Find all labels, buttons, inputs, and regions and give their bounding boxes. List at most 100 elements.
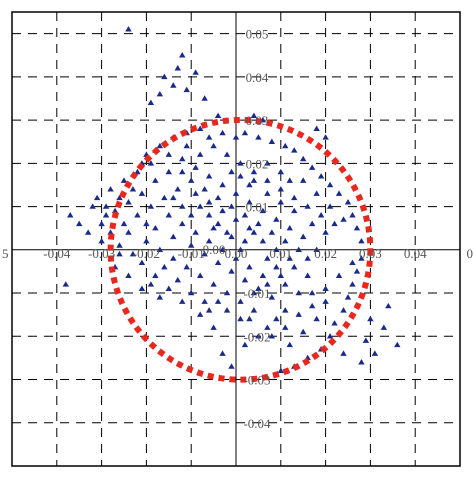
data-point <box>84 229 92 235</box>
data-point <box>120 177 128 183</box>
data-point <box>273 246 280 253</box>
x-tick-label: -0.01 <box>178 246 205 261</box>
data-point <box>255 134 262 140</box>
data-point <box>170 194 177 201</box>
data-point <box>192 190 199 196</box>
data-point <box>264 255 271 261</box>
data-point <box>277 168 284 175</box>
data-point <box>156 246 164 253</box>
data-point <box>134 168 141 175</box>
data-point <box>237 246 244 253</box>
data-point <box>246 224 253 231</box>
data-point <box>349 259 356 266</box>
data-point <box>246 263 253 270</box>
data-point <box>237 298 244 304</box>
data-point <box>255 220 262 227</box>
data-point <box>304 255 311 261</box>
data-point <box>304 203 311 209</box>
data-point <box>286 341 293 348</box>
data-point <box>241 237 249 244</box>
data-point <box>147 203 155 209</box>
data-point <box>179 298 186 304</box>
y-tick-label: 0.02 <box>246 156 269 171</box>
data-point <box>183 263 190 270</box>
y-tick-label: -0.04 <box>243 416 271 431</box>
data-point <box>205 173 213 179</box>
data-point <box>125 229 132 235</box>
data-point <box>228 268 235 274</box>
data-point <box>89 203 96 209</box>
data-point <box>250 307 258 313</box>
data-point <box>228 363 235 369</box>
data-point <box>170 233 177 240</box>
data-point <box>322 298 329 304</box>
x-tick-label: 0.00 <box>225 246 248 261</box>
data-point <box>210 324 217 330</box>
data-point <box>282 307 289 313</box>
data-point <box>165 168 172 175</box>
data-point <box>179 155 186 162</box>
y-tick-label: 0.04 <box>246 70 269 85</box>
data-point <box>282 324 289 330</box>
data-point <box>129 250 137 257</box>
data-point <box>250 229 258 235</box>
data-point <box>277 272 284 278</box>
data-point <box>125 199 132 205</box>
y-tick-label: 0.01 <box>246 200 269 215</box>
data-point <box>183 86 190 93</box>
data-point <box>246 315 253 322</box>
data-point <box>237 315 244 322</box>
data-point <box>300 155 307 162</box>
x-tick-labels: 5 -0.04 -0.03 -0.02 -0.01 0.00 0.01 0.02 0.03 0.0… <box>2 246 473 261</box>
data-point <box>107 186 114 192</box>
data-point <box>250 177 258 183</box>
data-point <box>192 69 199 75</box>
data-point <box>188 289 195 296</box>
data-point <box>98 237 105 244</box>
data-point <box>147 160 155 166</box>
data-point <box>188 177 195 183</box>
data-point <box>335 272 343 278</box>
data-point <box>237 173 244 179</box>
data-point <box>291 207 298 214</box>
data-point <box>174 65 181 71</box>
data-point <box>196 311 204 317</box>
data-point <box>326 203 334 209</box>
y-tick-label: -0.01 <box>243 286 270 301</box>
data-point <box>277 199 284 205</box>
data-point <box>380 324 388 330</box>
data-point <box>259 207 267 214</box>
data-point <box>286 177 293 183</box>
data-point <box>219 350 226 356</box>
x-tick-label: 0.04 <box>404 246 427 261</box>
data-point <box>196 203 204 209</box>
data-point <box>196 151 204 157</box>
data-point <box>246 199 253 205</box>
data-point <box>143 220 150 227</box>
data-point <box>286 224 293 231</box>
y-tick-labels: 0.05 0.04 0.03 0.02 0.01 -0.01 -0.02 -0.03 -0.04… <box>203 27 271 431</box>
data-point <box>223 307 231 313</box>
data-point <box>219 129 226 136</box>
data-point <box>371 350 379 356</box>
data-point <box>214 259 222 266</box>
data-point <box>286 255 293 261</box>
data-point <box>223 151 231 157</box>
data-point <box>205 199 213 205</box>
data-point <box>264 324 271 330</box>
x-tick-label: 0 <box>467 246 474 261</box>
data-point <box>102 203 110 209</box>
data-point <box>291 263 298 270</box>
data-point <box>228 168 235 175</box>
data-point <box>201 250 208 257</box>
data-point <box>326 333 334 339</box>
y-tick-label: 0.03 <box>246 113 269 128</box>
data-point <box>165 212 172 218</box>
data-point <box>246 181 253 188</box>
data-point <box>250 289 258 296</box>
data-point <box>210 224 217 231</box>
data-point <box>179 52 186 58</box>
data-point <box>273 315 280 322</box>
data-point <box>188 242 195 248</box>
